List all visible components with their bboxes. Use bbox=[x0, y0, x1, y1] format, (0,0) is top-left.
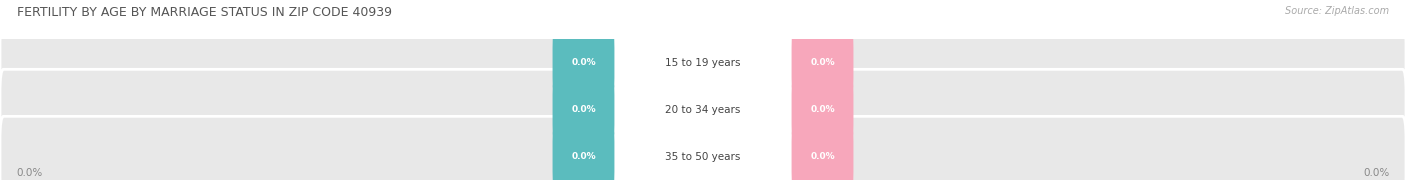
FancyBboxPatch shape bbox=[609, 29, 797, 97]
FancyBboxPatch shape bbox=[553, 76, 614, 144]
FancyBboxPatch shape bbox=[792, 29, 853, 97]
FancyBboxPatch shape bbox=[553, 29, 614, 97]
FancyBboxPatch shape bbox=[609, 123, 797, 191]
Text: 20 to 34 years: 20 to 34 years bbox=[665, 105, 741, 115]
Text: 0.0%: 0.0% bbox=[810, 58, 835, 67]
FancyBboxPatch shape bbox=[0, 69, 1406, 150]
Text: FERTILITY BY AGE BY MARRIAGE STATUS IN ZIP CODE 40939: FERTILITY BY AGE BY MARRIAGE STATUS IN Z… bbox=[17, 6, 392, 19]
FancyBboxPatch shape bbox=[792, 123, 853, 191]
FancyBboxPatch shape bbox=[553, 123, 614, 191]
FancyBboxPatch shape bbox=[792, 76, 853, 144]
Text: 0.0%: 0.0% bbox=[810, 152, 835, 161]
Text: 0.0%: 0.0% bbox=[571, 58, 596, 67]
FancyBboxPatch shape bbox=[609, 76, 797, 144]
Text: 0.0%: 0.0% bbox=[17, 168, 44, 178]
FancyBboxPatch shape bbox=[0, 22, 1406, 103]
Text: 0.0%: 0.0% bbox=[571, 105, 596, 114]
Text: Source: ZipAtlas.com: Source: ZipAtlas.com bbox=[1285, 6, 1389, 16]
Text: 35 to 50 years: 35 to 50 years bbox=[665, 152, 741, 162]
Text: 0.0%: 0.0% bbox=[1362, 168, 1389, 178]
Text: 0.0%: 0.0% bbox=[571, 152, 596, 161]
Text: 0.0%: 0.0% bbox=[810, 105, 835, 114]
FancyBboxPatch shape bbox=[0, 116, 1406, 196]
Text: 15 to 19 years: 15 to 19 years bbox=[665, 58, 741, 68]
